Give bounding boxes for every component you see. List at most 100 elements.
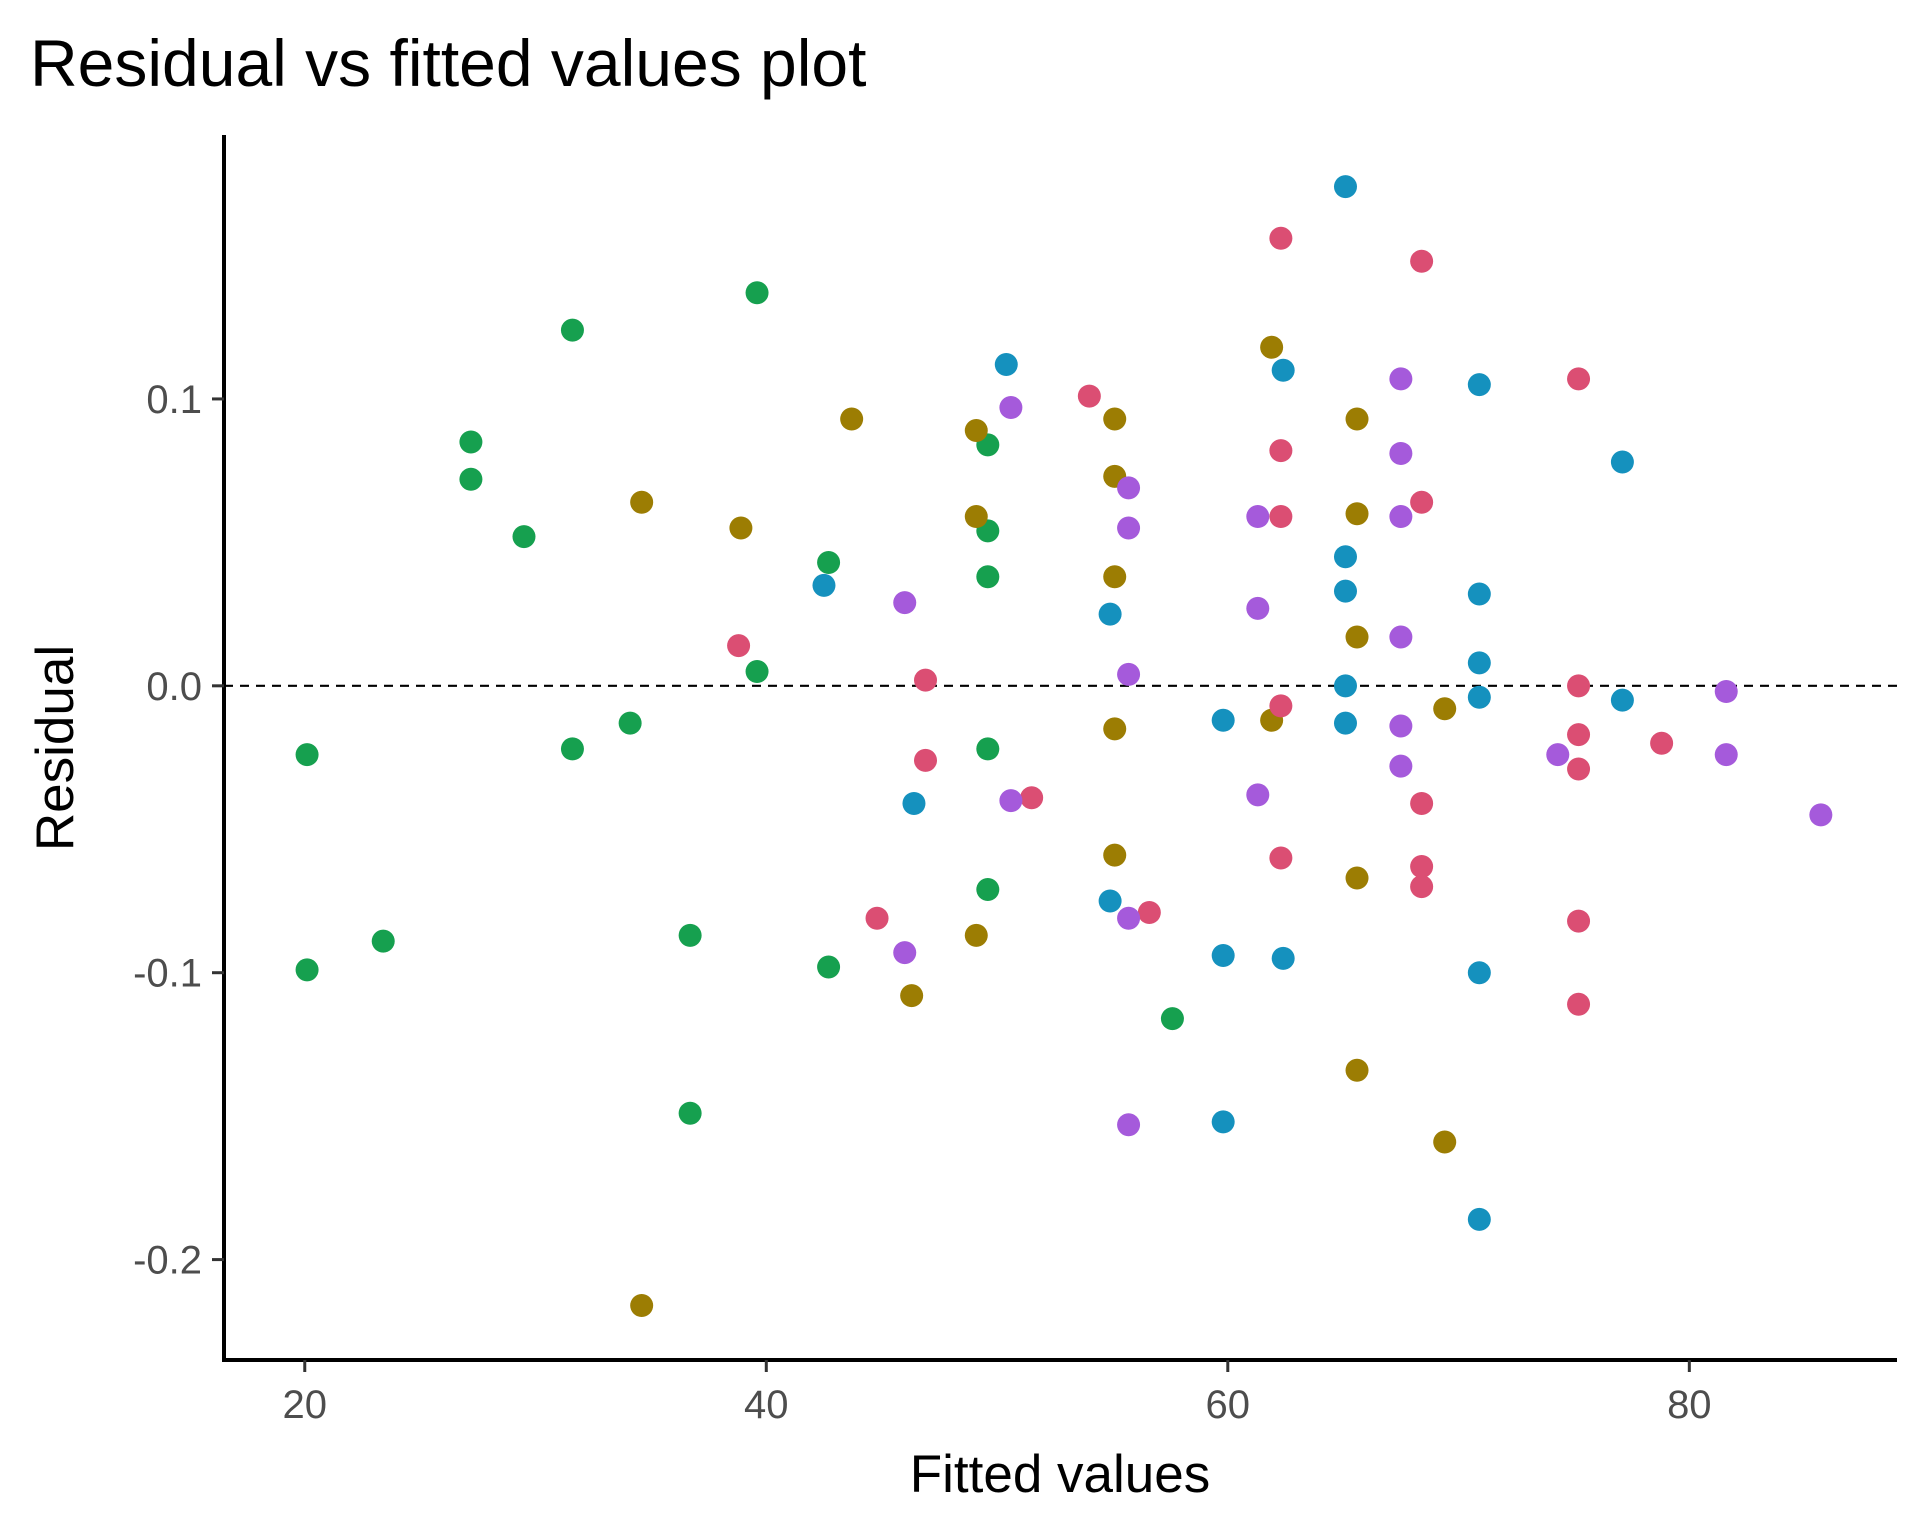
chart-title: Residual vs fitted values plot [30,26,866,100]
data-point [902,791,926,815]
data-point [914,668,938,692]
data-point [630,1293,654,1317]
data-point [1467,651,1491,675]
data-point [1117,516,1141,540]
data-point [1333,175,1357,199]
data-point [1260,335,1284,359]
data-point [1410,249,1434,273]
data-point [745,281,769,305]
y-tick-label: -0.1 [133,952,202,996]
data-point [1410,855,1434,879]
data-point [678,923,702,947]
data-point [964,418,988,442]
data-point [1389,367,1413,391]
data-point [512,525,536,549]
data-point [618,711,642,735]
data-point [1269,439,1293,463]
data-point [1345,407,1369,431]
data-point [1246,783,1270,807]
data-points [295,175,1833,1317]
data-point [727,634,751,658]
data-point [1103,717,1127,741]
data-point [976,878,1000,902]
data-point [1467,373,1491,397]
data-point [976,737,1000,761]
data-point [964,923,988,947]
data-point [1433,697,1457,721]
data-point [1650,731,1674,755]
x-tick-label: 40 [744,1383,789,1427]
data-point [1567,757,1591,781]
data-point [1467,582,1491,606]
data-point [1389,505,1413,529]
data-point [964,505,988,529]
data-point [812,573,836,597]
data-point [1103,565,1127,589]
data-point [1246,505,1270,529]
data-point [1567,367,1591,391]
data-point [1333,674,1357,698]
data-point [1211,708,1235,732]
x-tick-label: 80 [1667,1383,1712,1427]
data-point [1567,992,1591,1016]
data-point [729,516,753,540]
data-point [994,353,1018,377]
data-point [1077,384,1101,408]
data-point [1714,680,1738,704]
data-point [1020,786,1044,810]
data-point [999,396,1023,420]
data-point [1269,846,1293,870]
data-point [1211,943,1235,967]
data-point [1567,674,1591,698]
data-point [1333,579,1357,603]
x-tick-label: 60 [1206,1383,1251,1427]
y-tick-label: 0.0 [146,665,202,709]
data-point [1467,961,1491,985]
data-point [1269,226,1293,250]
data-point [1345,1058,1369,1082]
data-point [1333,711,1357,735]
x-axis-title: Fitted values [910,1445,1210,1504]
data-point [745,659,769,683]
data-point [865,906,889,930]
data-point [1467,1207,1491,1231]
y-tick-label: 0.1 [146,378,202,422]
data-point [1103,407,1127,431]
data-point [1246,596,1270,620]
data-point [893,591,917,615]
data-point [1410,875,1434,899]
data-point [1160,1007,1184,1031]
data-point [1345,502,1369,526]
data-point [1271,358,1295,382]
data-point [900,984,924,1008]
data-point [1117,1113,1141,1137]
y-tick-label: -0.2 [133,1239,202,1283]
data-point [1389,754,1413,778]
data-point [560,318,584,342]
data-point [1714,743,1738,767]
data-point [678,1101,702,1125]
y-axis-ticks: -0.2 -0.1 0.0 0.1 [133,378,224,1283]
data-point [1117,906,1141,930]
data-point [295,958,319,982]
data-point [1117,662,1141,686]
data-point [1269,505,1293,529]
data-point [1389,714,1413,738]
data-point [1345,625,1369,649]
data-point [817,550,841,574]
data-point [1103,843,1127,867]
data-point [1610,450,1634,474]
x-tick-label: 20 [283,1383,328,1427]
data-point [1433,1130,1457,1154]
data-point [1117,476,1141,500]
data-point [1269,694,1293,718]
data-point [840,407,864,431]
y-axis-title: Residual [26,645,85,851]
data-point [1809,803,1833,827]
data-point [295,743,319,767]
data-point [914,748,938,772]
data-point [999,789,1023,813]
data-point [893,941,917,965]
data-point [976,565,1000,589]
